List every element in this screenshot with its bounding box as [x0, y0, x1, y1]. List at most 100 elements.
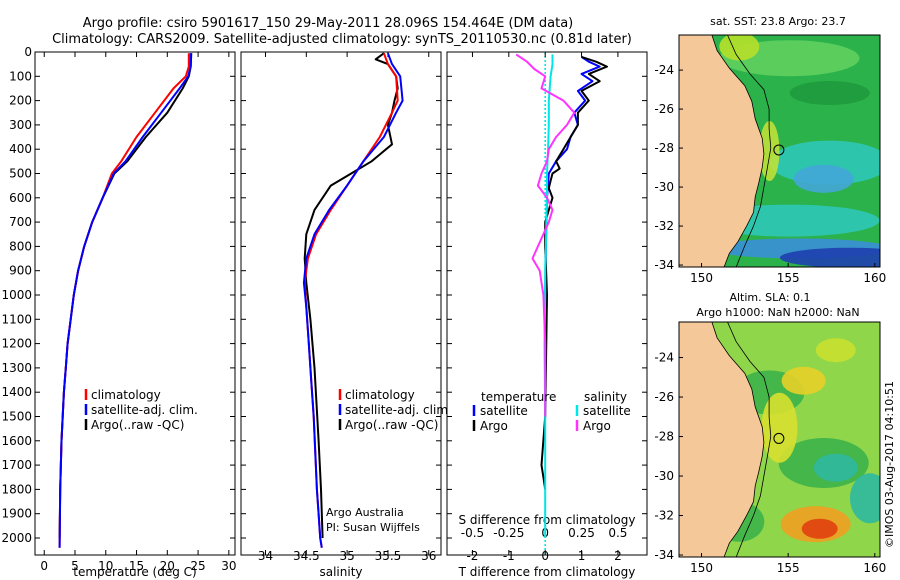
- legend-label: Argo(..raw -QC): [345, 418, 438, 432]
- x-tick-label: 5: [71, 559, 79, 573]
- legend-label: climatology: [345, 388, 415, 402]
- y-tick-label: 900: [9, 264, 32, 278]
- s-tick-label: 0.25: [568, 526, 595, 540]
- x-tick-label: 0: [541, 549, 549, 563]
- s-tick-label: -0.5: [461, 526, 484, 540]
- x-tick-label: 34.5: [293, 549, 320, 563]
- y-tick-label: 1500: [1, 409, 32, 423]
- y-tick-label: 1400: [1, 385, 32, 399]
- y-tick-label: 2000: [1, 531, 32, 545]
- lat-tick-label: -32: [654, 219, 674, 233]
- watermark: ©IMOS 03-Aug-2017 04:10:51: [883, 381, 896, 548]
- argo-position-marker: [773, 144, 785, 156]
- lat-tick-label: -26: [654, 390, 674, 404]
- sst-patch: [793, 164, 854, 193]
- map-title: sat. SST: 23.8 Argo: 23.7: [710, 15, 846, 28]
- sla-patch: [815, 338, 856, 363]
- y-tick-label: 1700: [1, 458, 32, 472]
- lon-tick-label: 150: [690, 271, 713, 285]
- isobath-line: [727, 322, 772, 557]
- lon-tick-label: 150: [690, 561, 713, 575]
- land-mass: [679, 322, 765, 557]
- y-tick-label: 1200: [1, 337, 32, 351]
- map-title-line-1: Altim. SLA: 0.1: [729, 291, 810, 304]
- lat-tick-label: -30: [654, 469, 674, 483]
- x-tick-label: 10: [98, 559, 113, 573]
- sla-patch: [761, 392, 798, 463]
- sst-patch: [779, 247, 880, 267]
- x-axis-label: T difference from climatology: [458, 565, 636, 579]
- s-tick-label: -0.25: [493, 526, 524, 540]
- legend-label: satellite: [480, 404, 528, 418]
- x-axis-label: temperature (deg C): [73, 565, 196, 579]
- x-tick-label: 0: [40, 559, 48, 573]
- temperature-panel: 0100200300400500600700800900100011001200…: [1, 45, 236, 579]
- legend-label: satellite: [583, 404, 631, 418]
- lat-tick-label: -34: [654, 548, 674, 562]
- y-tick-label: 1100: [1, 312, 32, 326]
- lat-tick-label: -24: [654, 351, 674, 365]
- y-tick-label: 1800: [1, 482, 32, 496]
- plot-frame: [240, 51, 442, 556]
- s-tick-label: 0.5: [608, 526, 627, 540]
- map-title-line-2: Argo h1000: NaN h2000: NaN: [696, 306, 859, 319]
- map-frame: [678, 34, 881, 268]
- sla-patch: [801, 518, 838, 539]
- plot-frame: [34, 51, 236, 556]
- lat-tick-label: -30: [654, 180, 674, 194]
- map-content: [679, 322, 880, 557]
- lat-tick-label: -28: [654, 430, 674, 444]
- x-tick-label: 36: [421, 549, 436, 563]
- difference-panel: -2 -1 0 1 2-0.5 -0.25 0 0.25 0.5S difference fro…: [446, 51, 648, 579]
- lon-tick-label: 155: [777, 561, 800, 575]
- y-tick-label: 300: [9, 118, 32, 132]
- sla-patch: [781, 366, 826, 395]
- x-tick-label: 35: [339, 549, 354, 563]
- legend-label: Argo(..raw -QC): [91, 418, 184, 432]
- x-axis-label-top: S difference from climatology: [459, 513, 636, 527]
- sst-patch: [789, 81, 870, 105]
- lat-tick-label: -28: [654, 141, 674, 155]
- legend-label: satellite-adj. clim.: [91, 403, 198, 417]
- series-line-satellite-adj-clim-: [302, 52, 404, 548]
- map-content: [679, 35, 880, 267]
- x-tick-label: 1: [578, 549, 586, 563]
- lat-tick-label: -34: [654, 258, 674, 272]
- isobath-line: [727, 35, 772, 267]
- y-tick-label: 200: [9, 94, 32, 108]
- y-tick-label: 700: [9, 215, 32, 229]
- lon-tick-label: 160: [863, 271, 886, 285]
- sla-map-panel: 150 155 160 -24 -26 -28 -30 -32 -34 Altim. SLA: 0…: [654, 291, 886, 575]
- x-tick-label: 20: [160, 559, 175, 573]
- legend-heading-salinity: salinity: [584, 390, 627, 404]
- series-line-t-argo: [540, 55, 608, 490]
- sst-patch: [759, 121, 780, 181]
- y-tick-label: 1900: [1, 507, 32, 521]
- x-tick-label: 15: [129, 559, 144, 573]
- lat-tick-label: -32: [654, 509, 674, 523]
- y-tick-label: 1000: [1, 288, 32, 302]
- map-frame: [678, 321, 881, 558]
- x-tick-label: 35.5: [375, 549, 402, 563]
- lon-tick-label: 160: [863, 561, 886, 575]
- lat-tick-label: -26: [654, 102, 674, 116]
- sst-map-panel: 150 155 160 -24 -26 -28 -30 -32 -34 sat. SST: 23.…: [654, 15, 886, 285]
- title-line-1: Argo profile: csiro 5901617_150 29-May-2…: [83, 16, 574, 31]
- y-tick-label: 0: [24, 45, 32, 59]
- x-tick-label: 2: [614, 549, 622, 563]
- sla-patch: [849, 473, 880, 524]
- lon-tick-label: 155: [777, 271, 800, 285]
- x-axis-label: salinity: [319, 565, 362, 579]
- legend-heading-temperature: temperature: [481, 390, 556, 404]
- annotation-line: Argo Australia: [326, 506, 404, 519]
- y-tick-label: 600: [9, 191, 32, 205]
- x-tick-label: -2: [466, 549, 478, 563]
- land-mass: [679, 35, 765, 267]
- annotation-line: PI: Susan Wijffels: [326, 521, 420, 534]
- x-tick-label: 25: [190, 559, 205, 573]
- series-line-s-argo: [515, 53, 576, 417]
- sst-patch: [719, 35, 760, 61]
- y-tick-label: 100: [9, 69, 32, 83]
- legend-label: Argo: [583, 419, 611, 433]
